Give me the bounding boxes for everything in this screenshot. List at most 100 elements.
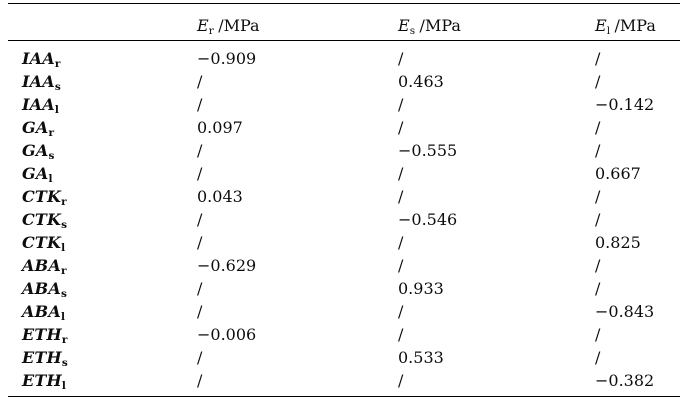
cell-er-value: / <box>197 371 203 390</box>
row-label: CTKs <box>22 208 197 231</box>
cell-es-value: −0.555 <box>398 141 458 160</box>
row-label: ETHl <box>22 369 197 392</box>
cell-er-value: / <box>197 164 203 183</box>
cell-er-value: / <box>197 72 203 91</box>
table-row: GAl / / 0.667 <box>22 162 680 185</box>
row-label: ETHs <box>22 346 197 369</box>
cell-el-value: / <box>595 325 601 344</box>
cell-es-value: 0.933 <box>398 279 444 298</box>
cell-el-value: 0.667 <box>595 164 641 183</box>
table-row: ETHr −0.006 / / <box>22 323 680 346</box>
cell-el-value: 0.825 <box>595 233 641 252</box>
table-row: CTKs / −0.546 / <box>22 208 680 231</box>
cell-es-value: / <box>398 256 404 275</box>
column-subscript: r <box>208 25 214 37</box>
row-label: IAAr <box>22 47 197 70</box>
cell-el-value: / <box>595 49 601 68</box>
correlation-table: Er/MPa Es/MPa El/MPa IAAr −0.909 / / IAA… <box>8 3 680 397</box>
column-subscript: s <box>409 25 416 37</box>
cell-el-value: −0.843 <box>595 302 655 321</box>
row-label-main: ABA <box>22 279 61 298</box>
row-label: GAr <box>22 116 197 139</box>
table-row: ABAl / / −0.843 <box>22 300 680 323</box>
row-label-main: GA <box>22 141 49 160</box>
column-subscript: l <box>606 25 611 37</box>
cell-es-value: / <box>398 302 404 321</box>
row-label: ABAs <box>22 277 197 300</box>
cell-es-value: 0.463 <box>398 72 444 91</box>
cell-er-value: / <box>197 348 203 367</box>
cell-es-value: / <box>398 49 404 68</box>
table-row: GAr 0.097 / / <box>22 116 680 139</box>
row-label-subscript: l <box>61 242 66 254</box>
cell-es-value: −0.546 <box>398 210 458 229</box>
table-row: IAAr −0.909 / / <box>22 47 680 70</box>
column-unit: /MPa <box>419 16 461 35</box>
row-label-main: IAA <box>22 49 55 68</box>
cell-es-value: 0.533 <box>398 348 444 367</box>
cell-er-value: / <box>197 279 203 298</box>
cell-es-value: / <box>398 325 404 344</box>
row-label-subscript: l <box>54 104 60 116</box>
row-label-main: GA <box>22 118 49 137</box>
column-unit: /MPa <box>218 16 260 35</box>
row-label-main: ETH <box>22 348 62 367</box>
row-label-subscript: r <box>61 196 67 208</box>
row-label: IAAl <box>22 93 197 116</box>
row-label-subscript: s <box>61 357 68 369</box>
cell-el-value: −0.142 <box>595 95 655 114</box>
row-label-subscript: l <box>60 311 66 323</box>
row-label-main: ETH <box>22 371 62 390</box>
column-symbol: E <box>398 16 410 35</box>
cell-es-value: / <box>398 164 404 183</box>
row-label-subscript: l <box>48 173 53 185</box>
row-label-subscript: s <box>48 150 55 162</box>
row-label-main: ETH <box>22 325 62 344</box>
cell-er-value: / <box>197 141 203 160</box>
column-symbol: E <box>197 16 209 35</box>
row-label: CTKr <box>22 185 197 208</box>
cell-el-value: / <box>595 210 601 229</box>
row-label-subscript: l <box>61 380 67 392</box>
row-label-subscript: s <box>60 288 68 300</box>
cell-er-value: / <box>197 233 203 252</box>
cell-es-value: / <box>398 371 404 390</box>
table-row: CTKr 0.043 / / <box>22 185 680 208</box>
column-unit: /MPa <box>614 16 656 35</box>
table-body: IAAr −0.909 / / IAAs / 0.463 / IAAl / / … <box>8 41 680 396</box>
cell-el-value: / <box>595 141 601 160</box>
row-label: GAs <box>22 139 197 162</box>
row-label-main: CTK <box>22 233 62 252</box>
row-label-subscript: r <box>48 127 55 139</box>
cell-el-value: −0.382 <box>595 371 655 390</box>
cell-er-value: −0.909 <box>197 49 257 68</box>
cell-el-value: / <box>595 187 601 206</box>
table-row: ABAr −0.629 / / <box>22 254 680 277</box>
cell-er-value: / <box>197 302 203 321</box>
row-label: ETHr <box>22 323 197 346</box>
cell-er-value: / <box>197 95 203 114</box>
cell-es-value: / <box>398 118 404 137</box>
row-label-main: CTK <box>22 210 62 229</box>
cell-el-value: / <box>595 279 601 298</box>
cell-er-value: −0.629 <box>197 256 257 275</box>
row-label: GAl <box>22 162 197 185</box>
header-corner-cell <box>22 35 197 40</box>
row-label-main: ABA <box>22 256 61 275</box>
cell-er-value: 0.043 <box>197 187 243 206</box>
cell-es-value: / <box>398 233 404 252</box>
row-label-subscript: s <box>54 81 62 93</box>
column-header: El/MPa <box>595 16 680 40</box>
table-row: ETHl / / −0.382 <box>22 369 680 392</box>
table-row: GAs / −0.555 / <box>22 139 680 162</box>
cell-er-value: −0.006 <box>197 325 257 344</box>
cell-es-value: / <box>398 187 404 206</box>
row-label-main: IAA <box>22 95 55 114</box>
cell-er-value: 0.097 <box>197 118 243 137</box>
row-label-main: CTK <box>22 187 62 206</box>
row-label: ABAr <box>22 254 197 277</box>
row-label: ABAl <box>22 300 197 323</box>
row-label-main: IAA <box>22 72 55 91</box>
cell-el-value: / <box>595 118 601 137</box>
column-header: Es/MPa <box>398 16 595 40</box>
